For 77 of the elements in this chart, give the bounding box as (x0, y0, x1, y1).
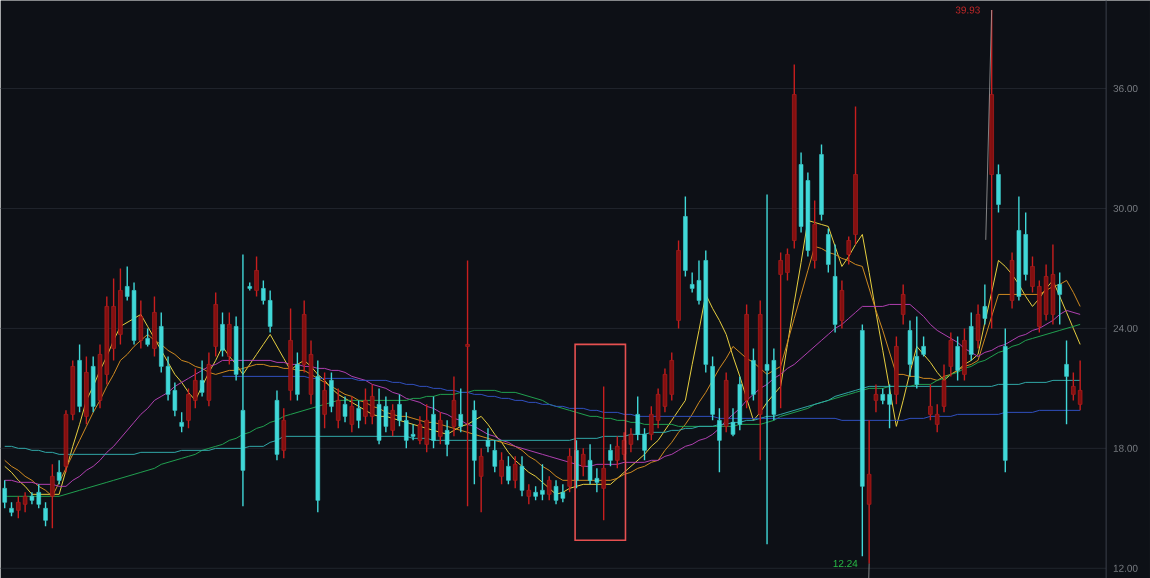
candlestick (227, 311, 232, 365)
candlestick (206, 351, 212, 407)
candlestick (410, 423, 416, 441)
candlestick (370, 383, 375, 425)
candlestick (478, 447, 484, 513)
candlestick (383, 395, 389, 433)
candlestick (560, 483, 566, 503)
candlestick (1050, 243, 1056, 325)
candlestick (873, 383, 879, 413)
candlestick (717, 407, 722, 473)
candlestick (431, 395, 436, 449)
candlestick (458, 387, 463, 433)
candlestick (254, 255, 259, 297)
candlestick (376, 387, 382, 445)
candlestick (199, 359, 205, 397)
candlestick (1057, 271, 1062, 325)
candlestick (90, 355, 96, 413)
candlestick (900, 283, 906, 325)
candlestick (315, 359, 321, 513)
candlestick (118, 267, 123, 345)
candlestick (955, 335, 960, 381)
candlestick (1064, 339, 1069, 425)
candlestick (1003, 327, 1008, 473)
candlestick (894, 335, 899, 405)
candlestick (553, 479, 559, 505)
candlestick (792, 63, 797, 249)
candlestick (526, 483, 532, 505)
candlestick (281, 407, 286, 459)
candlestick (336, 387, 341, 429)
candlestick (29, 491, 35, 505)
candlestick (689, 271, 695, 293)
candlestick (587, 443, 593, 485)
candlestick (758, 299, 763, 461)
candlestick (465, 259, 470, 507)
candlestick (683, 195, 688, 277)
candlestick (363, 387, 368, 425)
candlestick (77, 343, 82, 413)
candlestick (628, 427, 634, 453)
candlestick (1043, 263, 1049, 321)
candlestick (519, 455, 525, 497)
candlestick (914, 315, 919, 389)
candlestick (424, 403, 429, 453)
candlestick (267, 289, 273, 333)
candlestick (288, 307, 293, 401)
candlestick (322, 371, 327, 429)
candlestick (472, 399, 477, 485)
candlestick (860, 323, 865, 557)
candlestick (213, 291, 218, 357)
candlestick (812, 199, 817, 269)
candlestick (342, 395, 348, 423)
candlestick (839, 279, 845, 329)
candlestick (887, 383, 892, 429)
candlestick (240, 253, 246, 507)
candlestick (274, 389, 280, 461)
candlestick (451, 375, 457, 437)
candlestick (444, 419, 450, 457)
candlestick (778, 251, 783, 409)
candlestick (601, 385, 606, 521)
candlestick (1016, 195, 1022, 301)
candlestick (1009, 251, 1015, 309)
candlestick (737, 375, 743, 431)
candlestick (764, 193, 770, 545)
candlestick (1077, 359, 1083, 411)
candlestick (56, 459, 62, 485)
candlestick (152, 295, 157, 357)
candlestick (22, 491, 28, 513)
candlestick (84, 355, 89, 425)
candlestick (349, 395, 355, 433)
candlestick (853, 105, 858, 245)
candlestick (975, 303, 981, 349)
candlestick (969, 311, 974, 361)
candlestick (540, 463, 545, 501)
candlestick (982, 283, 988, 325)
candlestick (928, 383, 933, 421)
candlestick (50, 463, 55, 529)
candlestick (417, 415, 423, 445)
candlestick (138, 299, 144, 349)
